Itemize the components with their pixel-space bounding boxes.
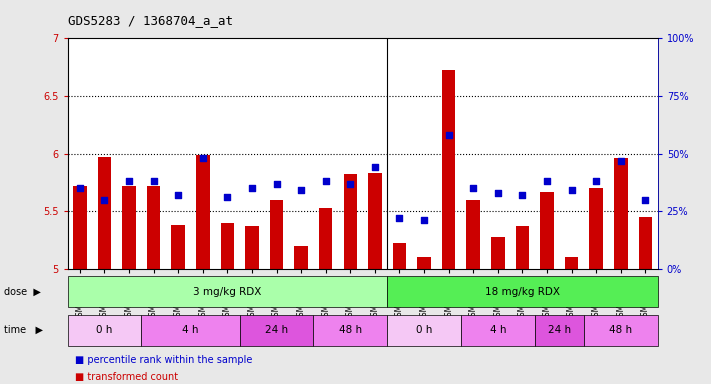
Text: ■ transformed count: ■ transformed count <box>75 372 178 382</box>
Bar <box>589 188 603 269</box>
Point <box>148 178 159 184</box>
Bar <box>97 157 111 269</box>
Bar <box>196 155 210 269</box>
Bar <box>387 276 658 307</box>
Bar <box>122 186 136 269</box>
Point <box>246 185 257 191</box>
Point <box>591 178 602 184</box>
Text: 18 mg/kg RDX: 18 mg/kg RDX <box>485 287 560 297</box>
Point <box>123 178 134 184</box>
Bar <box>141 315 240 346</box>
Bar <box>147 186 161 269</box>
Bar <box>638 217 652 269</box>
Bar <box>387 315 461 346</box>
Text: 3 mg/kg RDX: 3 mg/kg RDX <box>193 287 262 297</box>
Text: dose  ▶: dose ▶ <box>4 287 41 297</box>
Text: ■ percentile rank within the sample: ■ percentile rank within the sample <box>75 355 252 365</box>
Bar <box>565 257 578 269</box>
Bar <box>466 200 480 269</box>
Bar <box>491 237 505 269</box>
Bar <box>171 225 185 269</box>
Bar <box>461 315 535 346</box>
Point <box>99 197 110 203</box>
Point <box>468 185 479 191</box>
Point <box>418 217 429 223</box>
Bar <box>220 223 234 269</box>
Point <box>345 180 356 187</box>
Text: 4 h: 4 h <box>490 325 506 335</box>
Bar <box>68 315 141 346</box>
Text: 0 h: 0 h <box>96 325 112 335</box>
Point <box>615 157 626 164</box>
Bar <box>240 315 314 346</box>
Point <box>296 187 307 194</box>
Bar <box>540 192 554 269</box>
Text: 24 h: 24 h <box>265 325 288 335</box>
Bar <box>392 243 406 269</box>
Point <box>492 190 503 196</box>
Bar <box>269 200 283 269</box>
Text: 48 h: 48 h <box>609 325 632 335</box>
Bar <box>368 173 382 269</box>
Bar <box>442 70 456 269</box>
Point <box>222 194 233 200</box>
Text: time   ▶: time ▶ <box>4 325 43 335</box>
Bar <box>319 208 333 269</box>
Point <box>173 192 184 198</box>
Point <box>443 132 454 138</box>
Text: 48 h: 48 h <box>338 325 362 335</box>
Point <box>271 180 282 187</box>
Bar <box>614 158 628 269</box>
Text: 24 h: 24 h <box>547 325 571 335</box>
Bar <box>314 315 387 346</box>
Bar <box>417 257 431 269</box>
Bar <box>294 246 308 269</box>
Bar <box>515 226 529 269</box>
Bar <box>68 276 387 307</box>
Point <box>74 185 85 191</box>
Point <box>394 215 405 221</box>
Bar <box>245 226 259 269</box>
Point <box>369 164 380 170</box>
Bar <box>343 174 357 269</box>
Point <box>541 178 552 184</box>
Point <box>320 178 331 184</box>
Bar <box>535 315 584 346</box>
Point <box>197 155 208 161</box>
Text: GDS5283 / 1368704_a_at: GDS5283 / 1368704_a_at <box>68 14 232 27</box>
Point <box>566 187 577 194</box>
Bar <box>584 315 658 346</box>
Point <box>640 197 651 203</box>
Text: 0 h: 0 h <box>416 325 432 335</box>
Text: 4 h: 4 h <box>182 325 199 335</box>
Bar <box>73 186 87 269</box>
Point <box>517 192 528 198</box>
